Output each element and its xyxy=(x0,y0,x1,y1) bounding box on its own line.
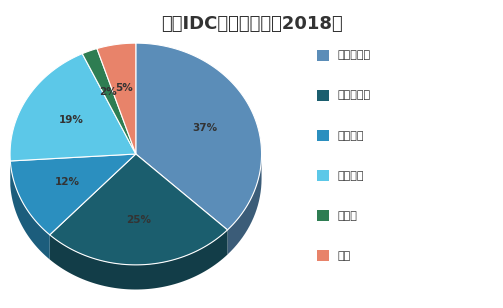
Bar xyxy=(317,250,329,261)
Text: 12%: 12% xyxy=(55,177,80,187)
Bar xyxy=(317,170,329,181)
Polygon shape xyxy=(50,230,227,290)
Text: 37%: 37% xyxy=(193,123,218,132)
Polygon shape xyxy=(10,161,50,259)
Text: 25%: 25% xyxy=(126,216,151,225)
Text: 5%: 5% xyxy=(115,83,133,93)
Text: 中国IDC市场需求方（2018）: 中国IDC市场需求方（2018） xyxy=(160,15,343,33)
Polygon shape xyxy=(50,154,227,265)
Polygon shape xyxy=(136,43,262,230)
Polygon shape xyxy=(10,154,136,235)
Text: 其他: 其他 xyxy=(337,251,350,261)
Bar xyxy=(317,50,329,61)
Bar xyxy=(317,90,329,101)
Text: 云计算厂商: 云计算厂商 xyxy=(337,51,370,60)
Text: 制造业: 制造业 xyxy=(337,211,357,221)
Polygon shape xyxy=(10,54,136,161)
Text: 金融机构: 金融机构 xyxy=(337,131,364,140)
Bar xyxy=(317,130,329,141)
Bar xyxy=(317,210,329,221)
Polygon shape xyxy=(97,43,136,154)
Text: 2%: 2% xyxy=(99,87,117,97)
Polygon shape xyxy=(227,155,262,254)
Text: 政府机关: 政府机关 xyxy=(337,171,364,180)
Text: 19%: 19% xyxy=(58,115,83,125)
Text: 互联网企业: 互联网企业 xyxy=(337,91,370,100)
Polygon shape xyxy=(82,49,136,154)
